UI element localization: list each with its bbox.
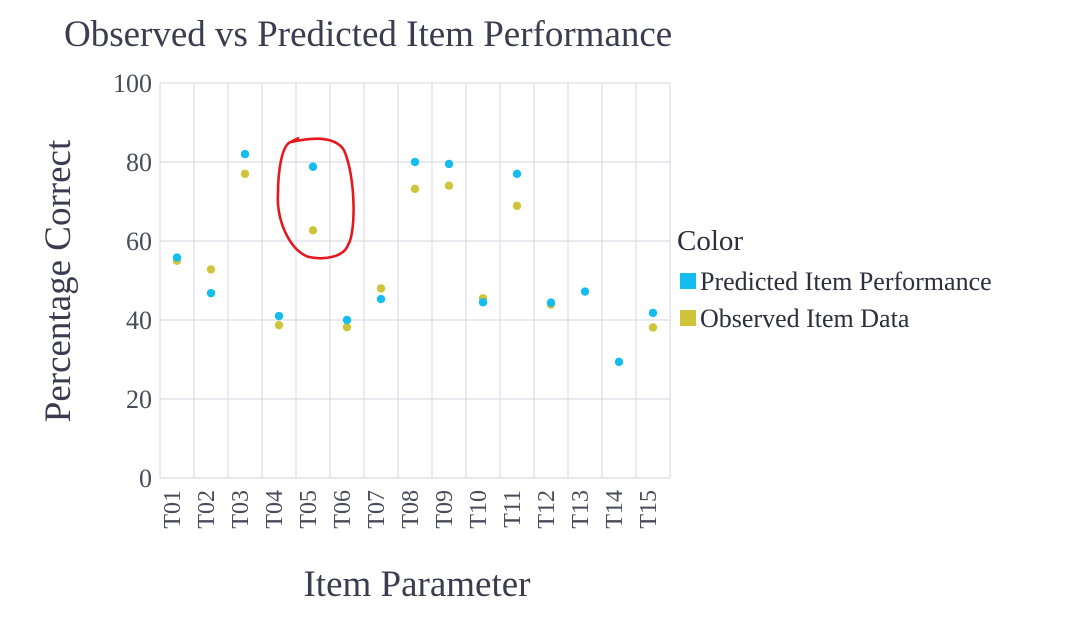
x-tick-label: T01 bbox=[160, 490, 186, 529]
predicted-point bbox=[274, 311, 284, 321]
y-tick-label: 20 bbox=[126, 385, 152, 414]
predicted-point bbox=[546, 298, 556, 307]
data-points bbox=[172, 149, 658, 367]
predicted-point bbox=[512, 169, 522, 179]
x-axis-title: Item Parameter bbox=[303, 564, 530, 605]
predicted-point bbox=[410, 157, 420, 167]
predicted-point bbox=[240, 149, 250, 159]
observed-point bbox=[308, 226, 318, 235]
y-tick-label: 40 bbox=[126, 306, 152, 335]
axes: 0 20 40 60 80 100 T01 T02 T03 T04 T05 T06 T07 T08 T09 T… bbox=[113, 69, 662, 529]
observed-point bbox=[512, 201, 522, 211]
legend-label: Predicted Item Performance bbox=[700, 267, 992, 296]
grid bbox=[159, 82, 671, 479]
y-tick-label: 0 bbox=[139, 464, 152, 493]
x-tick-label: T02 bbox=[194, 490, 220, 529]
y-tick-label: 60 bbox=[126, 227, 152, 256]
x-tick-label: T10 bbox=[466, 490, 492, 529]
x-tick-label: T09 bbox=[432, 490, 458, 529]
x-tick-label: T14 bbox=[602, 490, 628, 529]
x-tick-label: T12 bbox=[534, 490, 560, 529]
legend-swatch bbox=[680, 273, 696, 289]
predicted-point bbox=[206, 288, 216, 298]
legend: Color Predicted Item Performance Observed … bbox=[677, 225, 992, 333]
chart-title: Observed vs Predicted Item Performance bbox=[64, 14, 672, 55]
predicted-point bbox=[614, 357, 624, 367]
observed-point bbox=[376, 284, 386, 293]
observed-point bbox=[342, 322, 352, 332]
predicted-point bbox=[342, 315, 352, 325]
predicted-point bbox=[444, 159, 454, 169]
observed-point bbox=[240, 169, 250, 179]
x-tick-label: T05 bbox=[296, 490, 322, 529]
x-tick-label: T15 bbox=[636, 490, 662, 529]
y-tick-label: 100 bbox=[113, 69, 152, 98]
observed-point bbox=[444, 181, 454, 190]
annotation bbox=[276, 137, 355, 260]
legend-swatch bbox=[680, 310, 696, 326]
y-axis-title: Percentage Correct bbox=[38, 139, 79, 422]
observed-point bbox=[648, 323, 658, 332]
legend-title: Color bbox=[677, 225, 743, 257]
observed-point bbox=[206, 265, 216, 274]
x-tick-label: T04 bbox=[262, 490, 288, 529]
observed-point bbox=[410, 184, 420, 194]
predicted-point bbox=[580, 287, 590, 296]
x-tick-label: T13 bbox=[568, 490, 594, 529]
x-tick-label: T07 bbox=[364, 490, 390, 529]
x-tick-label: T03 bbox=[228, 490, 254, 529]
legend-label: Observed Item Data bbox=[700, 304, 910, 333]
x-tick-label: T08 bbox=[398, 490, 424, 529]
predicted-point bbox=[648, 308, 658, 318]
x-tick-label: T11 bbox=[500, 490, 526, 528]
predicted-point bbox=[172, 253, 182, 262]
observed-point bbox=[274, 320, 284, 330]
predicted-point bbox=[478, 298, 488, 307]
predicted-point bbox=[376, 294, 386, 304]
predicted-point bbox=[308, 162, 318, 171]
annotation-ellipse bbox=[276, 137, 355, 260]
y-tick-label: 80 bbox=[126, 148, 152, 177]
x-tick-label: T06 bbox=[330, 490, 356, 529]
